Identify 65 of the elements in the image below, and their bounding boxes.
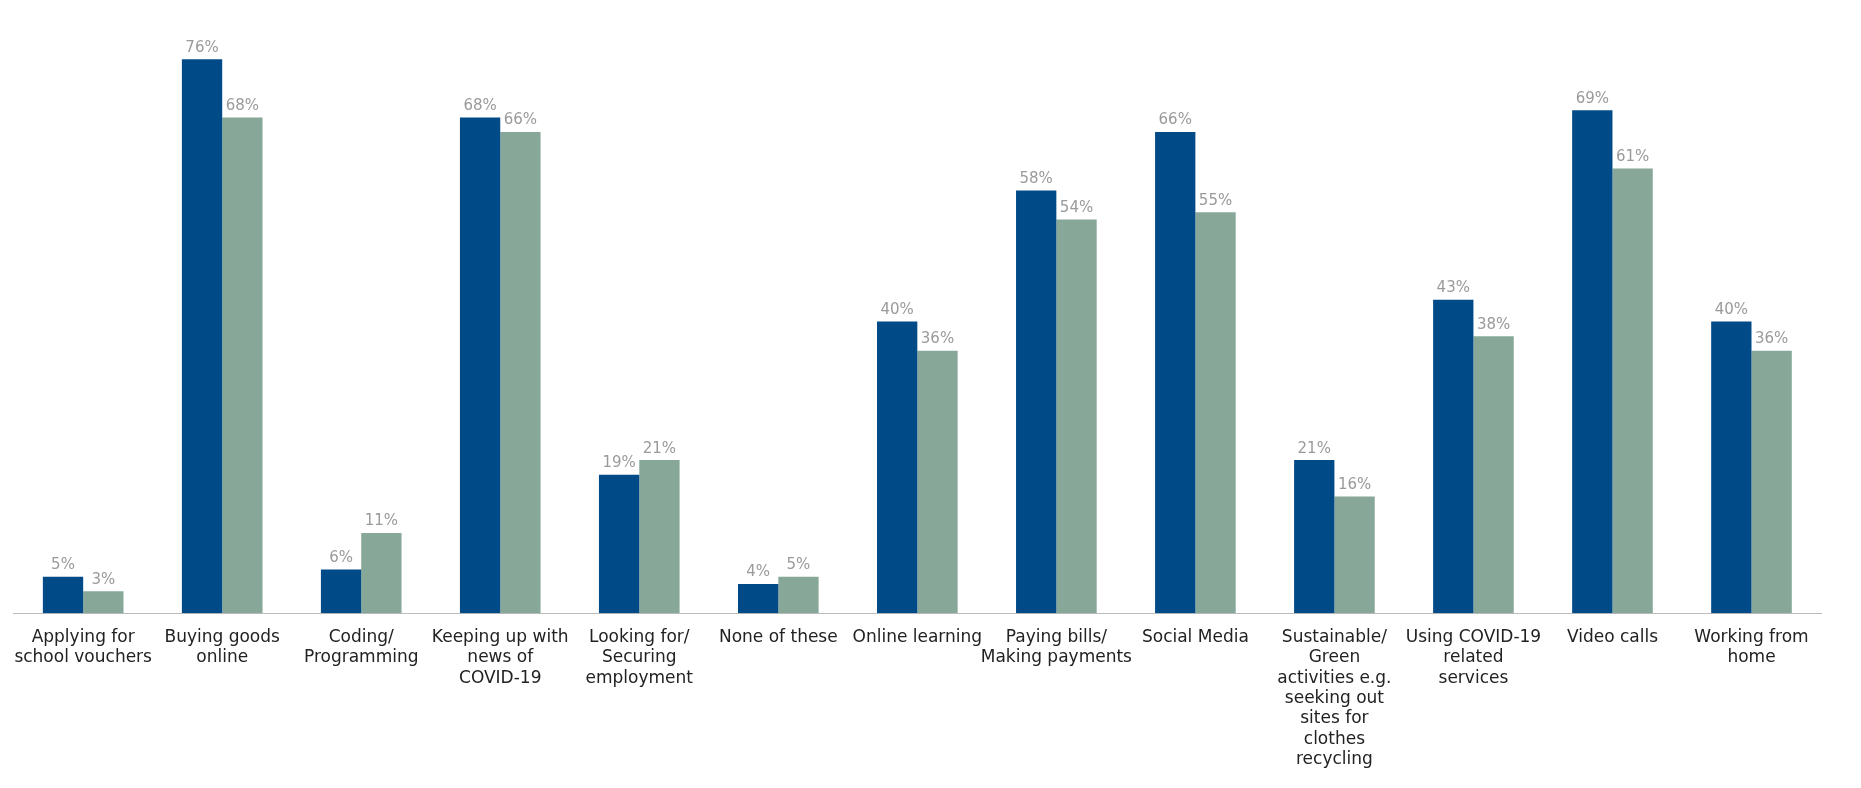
- bar: [1016, 190, 1057, 614]
- x-tick-label: Applying for school vouchers: [14, 625, 153, 667]
- bar: [1334, 496, 1375, 614]
- data-label: 6%: [329, 547, 353, 566]
- bar: [1612, 168, 1653, 614]
- x-tick-label: Video calls: [1566, 625, 1659, 646]
- data-label: 69%: [1575, 88, 1609, 107]
- bar: [42, 576, 84, 614]
- bar: [1711, 321, 1752, 614]
- data-label: 68%: [225, 95, 260, 114]
- bar: [181, 59, 223, 614]
- x-tick-label: Keeping up with news of COVID-19: [431, 625, 569, 687]
- data-label: 36%: [1754, 329, 1789, 348]
- bar: [1473, 336, 1514, 614]
- data-label: 43%: [1436, 278, 1470, 297]
- bar: [1056, 219, 1097, 614]
- data-label: 76%: [185, 37, 219, 56]
- data-label: 40%: [880, 299, 914, 318]
- bar: [320, 569, 362, 614]
- bar: [1751, 350, 1792, 614]
- bar: [598, 474, 640, 614]
- bar: [917, 350, 958, 614]
- bar: [737, 584, 779, 614]
- data-label: 19%: [602, 453, 636, 472]
- data-label: 38%: [1476, 314, 1511, 333]
- x-tick-label: Using COVID-19 related services: [1405, 625, 1542, 687]
- x-tick-label: Working from home: [1694, 625, 1809, 667]
- bar: [459, 117, 501, 614]
- x-tick-label: Online learning: [852, 625, 983, 646]
- bar: [877, 321, 918, 614]
- data-label: 68%: [463, 95, 497, 114]
- bar: [361, 533, 402, 614]
- bar: [222, 117, 263, 614]
- bar: [1155, 132, 1196, 614]
- data-label: 61%: [1615, 146, 1650, 165]
- data-label: 66%: [1158, 110, 1192, 129]
- bar: [639, 460, 680, 614]
- x-tick-label: Social Media: [1141, 625, 1249, 646]
- data-label: 21%: [642, 438, 677, 457]
- data-label: 21%: [1297, 438, 1331, 457]
- bar: [778, 576, 819, 614]
- data-label: 36%: [920, 329, 955, 348]
- data-label: 4%: [746, 562, 771, 581]
- data-label: 54%: [1059, 197, 1094, 216]
- x-tick-label: Buying goods online: [164, 625, 281, 667]
- data-label: 40%: [1714, 299, 1748, 318]
- data-label: 5%: [786, 555, 811, 574]
- x-tick-label: Looking for/ Securing employment: [585, 625, 694, 687]
- x-tick-label: Coding/ Programming: [303, 625, 419, 667]
- data-label: 66%: [503, 110, 538, 129]
- data-label: 5%: [51, 555, 75, 574]
- bar: [1195, 212, 1236, 614]
- data-label: 55%: [1198, 190, 1233, 209]
- bar: [1433, 299, 1474, 614]
- x-tick-label: Paying bills/ Making payments: [980, 625, 1133, 667]
- bar: [1572, 110, 1613, 614]
- data-label: 58%: [1019, 168, 1053, 187]
- x-tick-label: None of these: [718, 625, 838, 646]
- bar: [1294, 460, 1335, 614]
- data-label: 11%: [364, 511, 399, 530]
- data-label: 16%: [1337, 474, 1372, 493]
- x-tick-label: Sustainable/ Green activities e.g. seeking out sites for clothes recycling: [1277, 625, 1392, 769]
- data-label: 3%: [91, 569, 116, 588]
- bar: [83, 591, 124, 614]
- bar: [500, 132, 541, 614]
